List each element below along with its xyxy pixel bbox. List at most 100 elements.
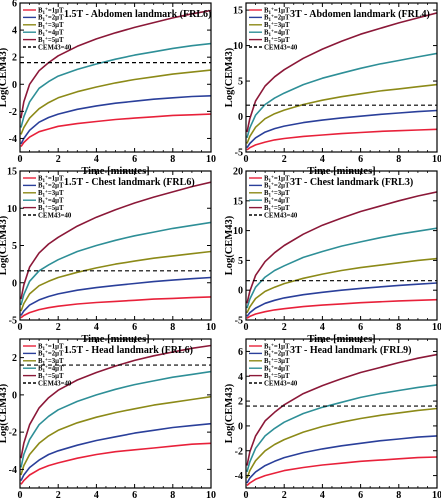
legend-label: B1+=3μT bbox=[38, 190, 64, 199]
legend-label: B1+=3μT bbox=[264, 358, 290, 367]
series-group bbox=[246, 353, 437, 487]
legend-label: B1+=4μT bbox=[38, 30, 64, 39]
legend-label: CEM43=40 bbox=[264, 212, 298, 219]
legend: B1+=1μTB1+=2μTB1+=3μTB1+=4μTB1+=5μTCEM43… bbox=[249, 175, 298, 219]
legend-label-base: B bbox=[264, 351, 269, 358]
legend-label-sup: + bbox=[45, 358, 48, 363]
x-tick-label: 8 bbox=[170, 154, 175, 165]
series-line-2uT bbox=[20, 276, 211, 316]
x-tick-label: 6 bbox=[358, 490, 363, 500]
legend-label-sup: + bbox=[271, 183, 274, 188]
y-tick-label: 6 bbox=[238, 347, 243, 358]
legend-label-sub: 1 bbox=[43, 179, 46, 184]
y-axis-title: Log(CEM43) bbox=[0, 215, 9, 275]
legend-label: B1+=1μT bbox=[264, 343, 290, 352]
y-tick-label: 15 bbox=[7, 167, 17, 178]
legend-label-sub: 1 bbox=[43, 33, 46, 38]
x-tick-label: 4 bbox=[94, 490, 99, 500]
legend-label-sub: 1 bbox=[43, 186, 46, 191]
legend-label-sup: + bbox=[45, 366, 48, 371]
legend-label: B1+=1μT bbox=[38, 175, 64, 184]
legend-label-sub: 1 bbox=[43, 354, 46, 359]
y-tick-label: 0 bbox=[12, 278, 17, 289]
legend-label-value: =5μT bbox=[274, 37, 290, 44]
series-line-3uT bbox=[246, 83, 437, 144]
legend-label-value: =4μT bbox=[274, 366, 290, 373]
legend-label-sup: + bbox=[271, 7, 274, 12]
x-tick-label: 4 bbox=[320, 490, 325, 500]
legend-label: B1+=1μT bbox=[38, 343, 64, 352]
legend-label-base: B bbox=[38, 205, 43, 212]
legend-label-base: B bbox=[264, 175, 269, 182]
y-tick-label: 2 bbox=[12, 53, 17, 64]
legend-label-sub: 1 bbox=[269, 362, 272, 367]
legend-label: B1+=3μT bbox=[264, 190, 290, 199]
legend-label-sub: 1 bbox=[269, 179, 272, 184]
legend-label-sub: 1 bbox=[269, 186, 272, 191]
legend-label-base: B bbox=[264, 205, 269, 212]
legend-label-sub: 1 bbox=[43, 369, 46, 374]
legend-label-sub: 1 bbox=[43, 347, 46, 352]
legend-label-base: B bbox=[264, 37, 269, 44]
series-line-5uT bbox=[246, 353, 437, 466]
legend-label-base: B bbox=[38, 373, 43, 380]
x-tick-label: 8 bbox=[170, 322, 175, 333]
legend-label-sub: 1 bbox=[269, 347, 272, 352]
x-tick-label: 10 bbox=[206, 322, 216, 333]
legend-label: B1+=1μT bbox=[264, 7, 290, 16]
legend-label-base: B bbox=[38, 351, 43, 358]
x-tick-label: 8 bbox=[170, 490, 175, 500]
x-tick-label: 0 bbox=[18, 490, 23, 500]
series-line-2uT bbox=[246, 282, 437, 317]
legend-label-sup: + bbox=[45, 37, 48, 42]
x-tick-label: 2 bbox=[56, 490, 61, 500]
legend-label-value: =3μT bbox=[274, 22, 290, 29]
x-tick-label: 0 bbox=[244, 322, 249, 333]
legend-label-sub: 1 bbox=[269, 18, 272, 23]
legend-label-sup: + bbox=[271, 30, 274, 35]
legend-label: CEM43=40 bbox=[264, 380, 298, 387]
y-tick-label: 15 bbox=[233, 196, 243, 207]
series-line-1uT bbox=[246, 298, 437, 319]
legend-label-sup: + bbox=[271, 205, 274, 210]
legend-label-sub: 1 bbox=[43, 18, 46, 23]
legend-label-value: =4μT bbox=[48, 366, 64, 373]
legend-label-sup: + bbox=[271, 198, 274, 203]
y-tick-label: -5 bbox=[9, 316, 17, 327]
legend-label-sup: + bbox=[45, 15, 48, 20]
legend-label: B1+=5μT bbox=[38, 373, 64, 382]
legend-label-sup: + bbox=[45, 7, 48, 12]
legend-label: B1+=4μT bbox=[264, 366, 290, 375]
legend-label-sup: + bbox=[45, 183, 48, 188]
series-line-2uT bbox=[246, 109, 437, 149]
legend-label-sup: + bbox=[271, 190, 274, 195]
legend-label-base: B bbox=[264, 22, 269, 29]
y-tick-label: 4 bbox=[238, 372, 243, 383]
legend-label-value: =2μT bbox=[48, 351, 64, 358]
legend-label-base: B bbox=[38, 175, 43, 182]
x-tick-label: 4 bbox=[94, 322, 99, 333]
y-tick-label: -2 bbox=[235, 446, 243, 457]
series-line-3uT bbox=[20, 69, 211, 135]
legend-label: CEM43=40 bbox=[38, 212, 72, 219]
x-tick-label: 10 bbox=[206, 490, 216, 500]
series-line-3uT bbox=[246, 257, 437, 314]
legend-label-base: B bbox=[264, 190, 269, 197]
legend-label-sup: + bbox=[271, 373, 274, 378]
legend-label-value: =3μT bbox=[48, 358, 64, 365]
legend-label-base: B bbox=[264, 373, 269, 380]
legend-label-sub: 1 bbox=[269, 208, 272, 213]
x-tick-label: 2 bbox=[56, 322, 61, 333]
y-axis-title: Log(CEM43) bbox=[224, 383, 235, 443]
legend-label-value: =4μT bbox=[48, 30, 64, 37]
legend-label-sub: 1 bbox=[269, 354, 272, 359]
legend-label: CEM43=40 bbox=[264, 44, 298, 51]
series-group bbox=[20, 344, 211, 485]
legend-label: CEM43=40 bbox=[38, 380, 72, 387]
legend-label: B1+=5μT bbox=[38, 37, 64, 46]
legend-label: B1+=3μT bbox=[38, 358, 64, 367]
